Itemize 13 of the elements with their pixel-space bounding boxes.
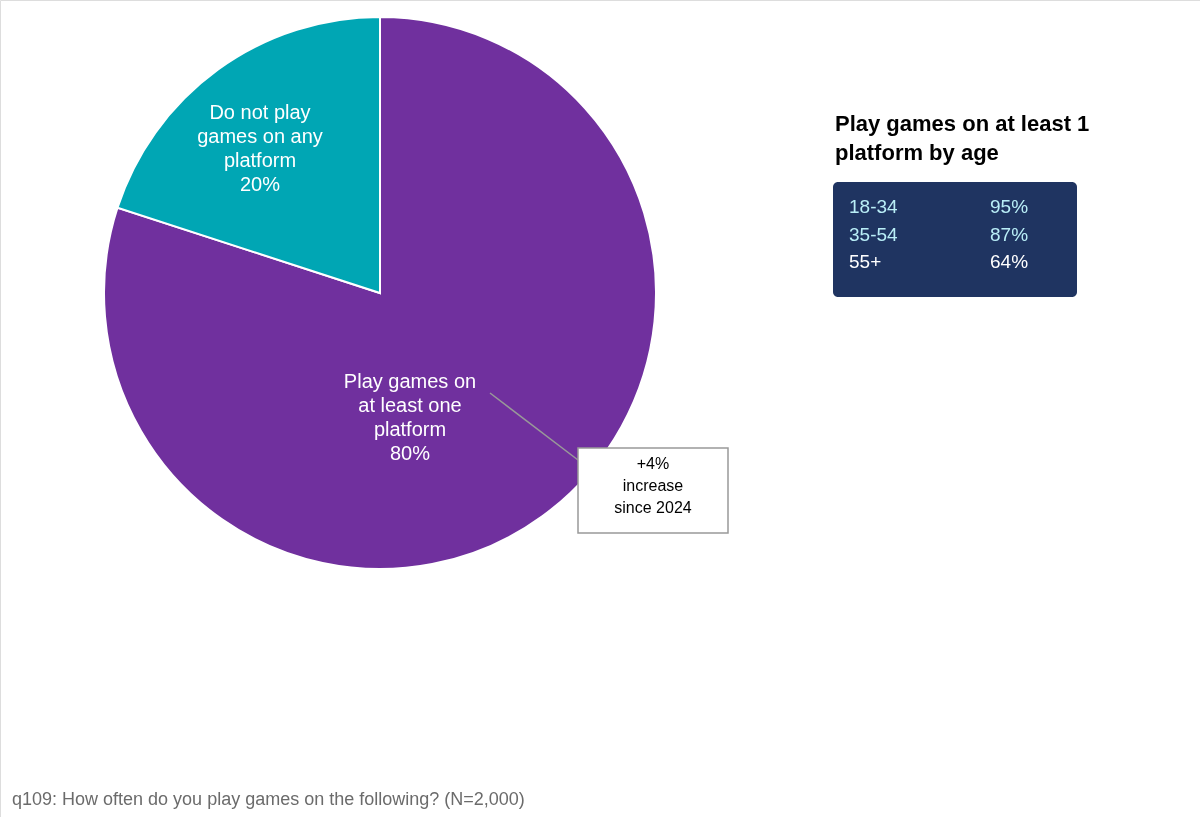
data-label: 95%: [990, 196, 1029, 217]
category-label: 18-34: [849, 196, 899, 217]
data-label: 64%: [990, 251, 1029, 272]
slice-label: Do not play games on any platform: [197, 101, 323, 171]
text: +4% increase since 2024: [614, 455, 692, 516]
data-label: 80%: [389, 442, 431, 464]
data-label: 87%: [990, 223, 1029, 245]
data-label: 20%: [239, 173, 281, 195]
text: q109: How often do you play games on the following? (N=2,000): [12, 789, 525, 809]
category-label: 35-54: [849, 223, 899, 245]
category-label: 55+: [849, 251, 882, 272]
text: Play games on at least 1 platform by age: [835, 111, 1090, 165]
slice-label: Play games on at least one platform: [343, 370, 477, 440]
